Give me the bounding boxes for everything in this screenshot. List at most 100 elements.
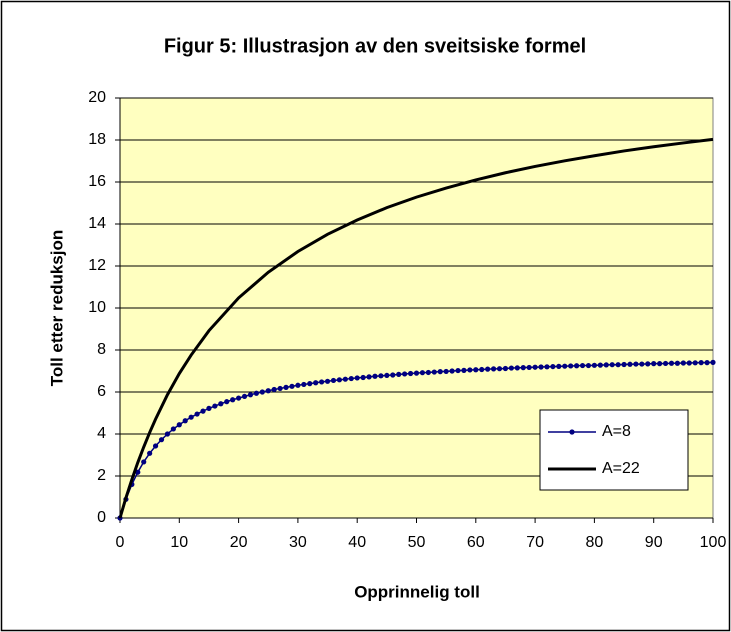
point (686, 360, 692, 366)
line-series (118, 137, 714, 519)
point (645, 361, 651, 367)
point (520, 365, 526, 371)
point (188, 414, 194, 420)
point (164, 431, 171, 437)
point (449, 368, 455, 374)
point (372, 373, 378, 379)
point (152, 443, 159, 449)
y-tick-label: 10 (88, 299, 106, 316)
chart-title: Figur 5: Illustrasjon av den sveitsiske … (164, 35, 586, 57)
x-tick-label: 20 (230, 534, 248, 551)
point (662, 360, 669, 367)
point (657, 361, 663, 367)
y-tick-label: 2 (97, 467, 106, 484)
point (639, 361, 645, 367)
point (206, 405, 212, 411)
point (170, 426, 176, 432)
point (330, 377, 337, 384)
point (384, 372, 390, 379)
legend-label: A=22 (602, 460, 640, 477)
point (307, 381, 313, 387)
legend-marker (569, 429, 575, 435)
point (508, 365, 514, 371)
point (419, 370, 426, 376)
point (692, 360, 698, 366)
y-tick-label: 0 (97, 509, 106, 526)
y-tick-label: 20 (88, 89, 106, 106)
point (544, 364, 550, 370)
point (674, 360, 681, 366)
point (295, 382, 301, 388)
point (301, 381, 307, 388)
point (378, 373, 384, 379)
point (141, 459, 147, 465)
point (194, 411, 200, 417)
x-tick-label: 100 (700, 534, 727, 551)
x-tick-label: 30 (289, 534, 307, 551)
point (431, 369, 437, 375)
point (200, 408, 206, 414)
point (633, 361, 639, 367)
point (698, 360, 704, 366)
point (236, 395, 242, 401)
point (532, 364, 538, 370)
point (550, 363, 556, 370)
point (277, 385, 283, 392)
point (585, 362, 592, 369)
point (526, 364, 532, 371)
point (354, 375, 360, 381)
point (574, 363, 580, 369)
point (390, 372, 396, 378)
legend-box (539, 409, 689, 491)
point (710, 359, 716, 365)
point (467, 367, 473, 373)
point (496, 366, 503, 372)
point (396, 371, 402, 377)
x-tick-label: 90 (645, 534, 663, 551)
point (609, 362, 615, 368)
point (538, 364, 544, 370)
point (259, 389, 265, 395)
point (212, 403, 218, 409)
x-axis-label: Opprinnelig toll (354, 582, 480, 601)
point (247, 392, 254, 398)
point (158, 437, 165, 443)
point (283, 384, 289, 390)
legend-label: A=8 (602, 423, 631, 440)
point (615, 362, 621, 368)
point (230, 397, 236, 403)
point (579, 362, 586, 369)
point (413, 370, 420, 376)
point (514, 365, 520, 371)
point (366, 374, 372, 380)
x-tick-label: 60 (467, 534, 485, 551)
point (224, 399, 230, 405)
point (425, 369, 431, 376)
point (182, 418, 188, 424)
point (176, 422, 182, 428)
point (360, 374, 366, 381)
point (591, 362, 598, 368)
point (704, 360, 710, 366)
point (680, 360, 686, 366)
point (271, 386, 277, 393)
point (147, 450, 153, 456)
point (651, 361, 657, 367)
point (490, 366, 497, 372)
point (668, 360, 675, 366)
point (336, 377, 343, 383)
x-tick-label: 70 (526, 534, 544, 551)
y-axis-label: Toll etter reduksjon (47, 230, 66, 387)
point (485, 366, 491, 372)
y-tick-label: 12 (88, 257, 106, 274)
point (253, 390, 259, 396)
point (597, 362, 603, 368)
point (289, 383, 295, 389)
point (479, 366, 485, 373)
point (502, 365, 509, 372)
point (437, 369, 443, 375)
point (313, 380, 319, 386)
point (324, 378, 331, 384)
point (402, 371, 408, 377)
